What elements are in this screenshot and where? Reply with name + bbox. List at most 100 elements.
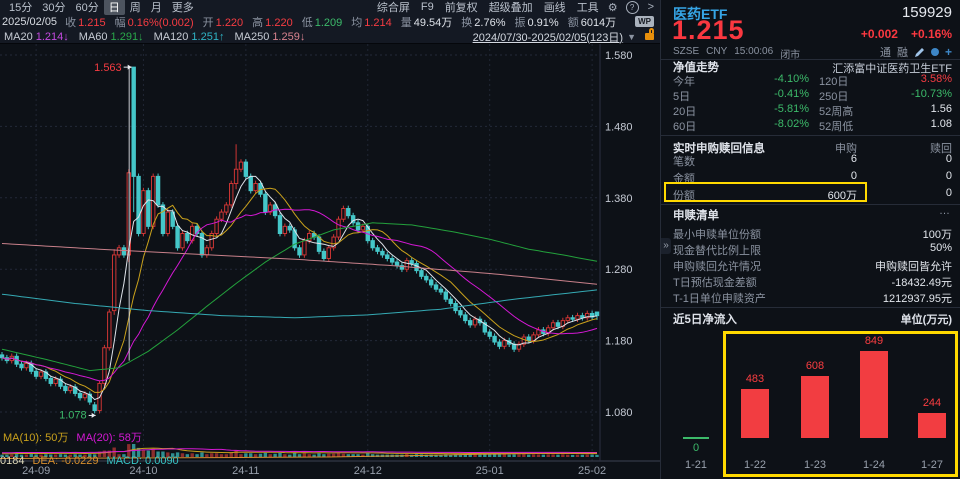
- panel-collapse-handle[interactable]: »: [661, 238, 671, 254]
- period-tab-15分[interactable]: 15分: [9, 2, 33, 14]
- market-status: 闭市: [780, 50, 801, 61]
- quote-field-label: 幅: [114, 16, 126, 29]
- row-value: 100万: [922, 229, 952, 241]
- macd-layer: [0, 452, 598, 459]
- candle-body: [448, 298, 453, 304]
- candle-body: [575, 315, 580, 320]
- candle-body: [121, 247, 127, 256]
- candle-body: [243, 161, 249, 177]
- volume-bar: [14, 454, 19, 457]
- volume-bar: [273, 453, 277, 457]
- candle-body: [204, 247, 210, 256]
- volume-bar: [341, 453, 346, 457]
- volume-bar: [366, 453, 370, 457]
- quote-field-label: 开: [202, 16, 214, 29]
- candle-body: [463, 314, 468, 322]
- y-axis-label: 1.080: [605, 407, 633, 419]
- period-tab-日[interactable]: 日: [103, 0, 125, 15]
- candle-body: [58, 378, 63, 387]
- candle-body: [111, 254, 117, 312]
- volume-bar: [439, 454, 443, 457]
- candle-body: [199, 233, 205, 256]
- chart-toolbar: 15分 30分 60分日周月更多 综合屏 F9 前复权 超级叠加 画线 工具 ⚙ ? > 20…: [0, 0, 660, 44]
- candle-body: [146, 190, 151, 227]
- candle-body: [214, 218, 219, 235]
- candle-body: [102, 347, 107, 384]
- ma-line-ma20: [1, 208, 598, 382]
- flow-bars-highlight-box: [723, 331, 958, 477]
- menu-item-综合屏[interactable]: 综合屏: [376, 2, 410, 14]
- period-tab-周[interactable]: 周: [129, 2, 141, 14]
- ma-legend-row: MA20 1.214↓ MA60 1.291↓ MA120 1.251↑ MA250 1.25…: [0, 28, 660, 44]
- candle-body: [570, 317, 575, 320]
- list-row: T-1日单位申赎资产 1212937.95元: [661, 290, 960, 306]
- volume-bar: [166, 452, 170, 457]
- flow-bar: [801, 375, 829, 438]
- candle-body: [346, 208, 351, 217]
- quote-field-value: 1.209: [314, 16, 343, 29]
- instrument-flags: 通 融 +: [880, 44, 952, 60]
- date-range-selector[interactable]: 2024/07/30-2025/02/05(123日): [472, 31, 624, 44]
- settings-gear-icon[interactable]: ⚙: [607, 1, 618, 14]
- nav-section-title: 净值走势: [673, 62, 719, 74]
- volume-bar: [448, 454, 453, 457]
- candle-body: [409, 260, 414, 264]
- volume-bar: [580, 454, 585, 457]
- flow-bar: [918, 412, 946, 438]
- candle-body: [370, 240, 375, 249]
- ma-name: MA120: [153, 30, 189, 43]
- period-tab-月[interactable]: 月: [150, 2, 162, 14]
- volume-bar: [497, 454, 502, 457]
- period-tab-60分[interactable]: 60分: [75, 2, 99, 14]
- volume-bar: [5, 454, 9, 457]
- ma-line-ma120: [1, 289, 598, 319]
- volume-bar: [156, 451, 160, 457]
- volume-bar: [292, 452, 297, 457]
- candle-body: [555, 322, 561, 327]
- realtime-row-笔数: 笔数 6 0: [661, 153, 960, 169]
- menu-item-工具[interactable]: 工具: [576, 2, 599, 14]
- menu-item-画线[interactable]: 画线: [543, 2, 566, 14]
- ma-line-ma250: [1, 243, 598, 285]
- volume-bar: [205, 454, 209, 457]
- menu-item-前复权[interactable]: 前复权: [444, 2, 478, 14]
- candle-body: [355, 222, 361, 231]
- flow-bar-value: 483: [745, 372, 765, 385]
- unlock-icon[interactable]: [645, 28, 654, 40]
- row-value: 50%: [929, 242, 952, 254]
- candle-body: [287, 225, 292, 231]
- period-tab-更多[interactable]: 更多: [171, 2, 194, 14]
- more-icon[interactable]: …: [939, 205, 950, 217]
- candlestick-chart-region[interactable]: 1.563 1.078 1.580 1.480 1.380 1.280 1.180 1.080…: [0, 44, 660, 479]
- volume-bar: [288, 454, 292, 457]
- subscribe-value: 0: [850, 170, 857, 182]
- macd-label: 0184: [0, 455, 25, 467]
- chevron-right-icon[interactable]: >: [647, 1, 654, 13]
- candle-body: [92, 404, 97, 412]
- price-change-group: +0.002 +0.16%: [861, 27, 952, 41]
- volume-bar: [458, 454, 463, 457]
- ma-value: 1.251↑: [191, 30, 225, 43]
- candle-body: [0, 354, 5, 359]
- candle-body: [282, 225, 288, 235]
- alert-dot-icon[interactable]: [930, 48, 939, 56]
- pencil-icon[interactable]: [914, 47, 925, 58]
- candle-body: [82, 393, 88, 399]
- period-tab-30分[interactable]: 30分: [42, 2, 66, 14]
- candlestick-chart[interactable]: 1.563 1.078 1.580 1.480 1.380 1.280 1.180 1.080…: [0, 44, 660, 479]
- period-value: 1.08: [930, 118, 952, 130]
- wencai-badge[interactable]: WP: [635, 16, 654, 27]
- flow-zero-value: 0: [692, 442, 700, 454]
- x-axis-label: 24-10: [129, 465, 157, 477]
- help-icon[interactable]: ?: [625, 0, 639, 14]
- volume-ma-labels: MA(10): 50万 MA(20): 58万: [3, 429, 142, 445]
- menu-item-超级叠加[interactable]: 超级叠加: [488, 2, 533, 14]
- volume-bar: [444, 454, 448, 457]
- period-label: 52周高: [819, 106, 854, 118]
- candle-body: [331, 236, 336, 249]
- candle-body: [394, 261, 400, 267]
- menu-item-F9[interactable]: F9: [420, 1, 434, 13]
- period-value: 3.58%: [920, 73, 952, 85]
- caret-down-icon[interactable]: ▼: [627, 31, 636, 42]
- add-to-watchlist-icon[interactable]: +: [944, 45, 952, 59]
